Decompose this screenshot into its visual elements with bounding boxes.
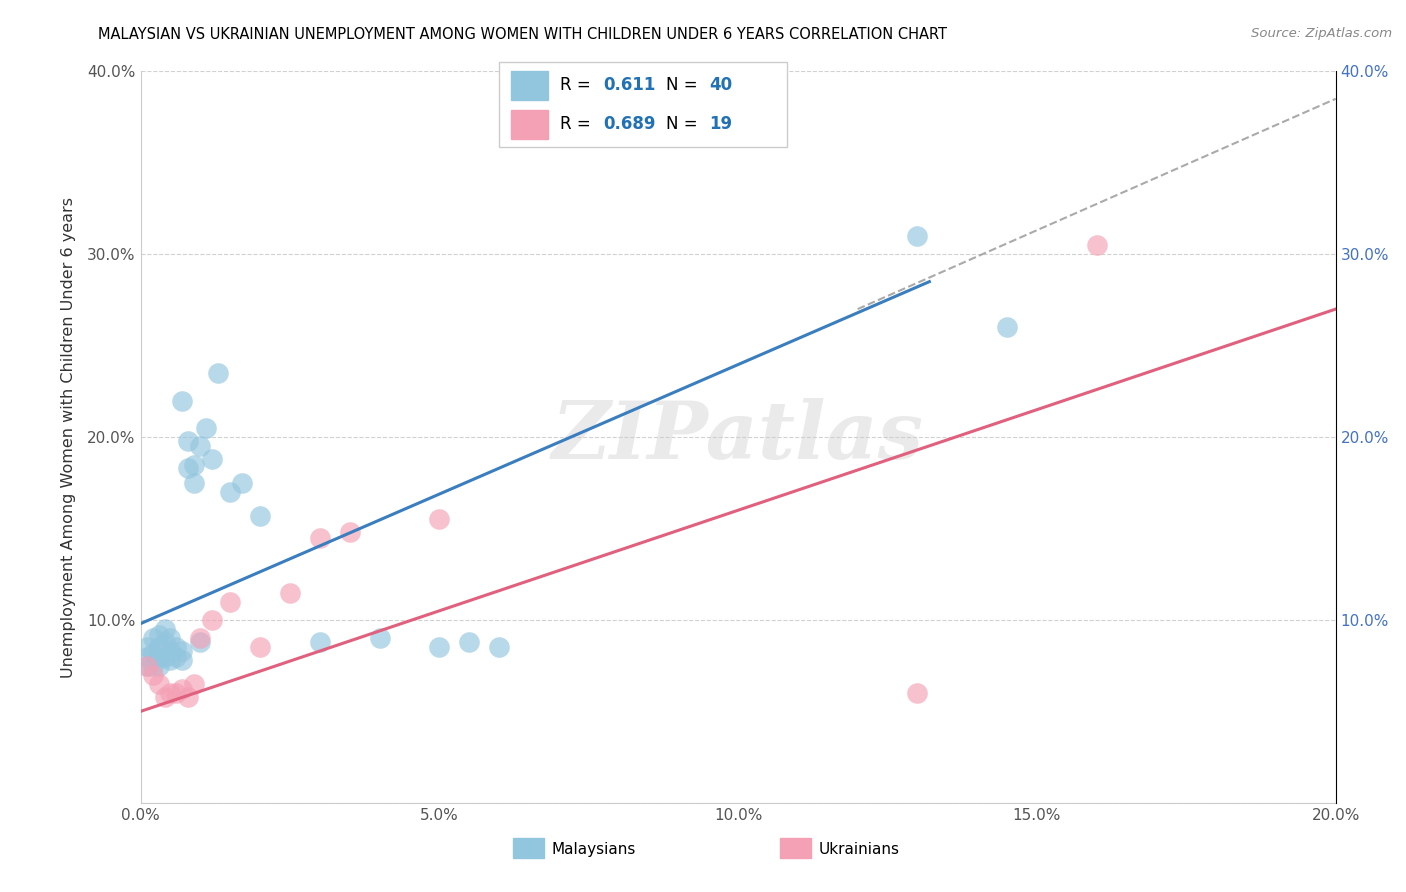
Point bbox=[177, 461, 200, 475]
Point bbox=[148, 677, 170, 691]
Point bbox=[219, 485, 242, 500]
Y-axis label: Unemployment Among Women with Children Under 6 years: Unemployment Among Women with Children U… bbox=[60, 196, 76, 678]
Point bbox=[141, 632, 163, 646]
Point bbox=[907, 686, 929, 700]
Point bbox=[231, 475, 253, 490]
Point bbox=[135, 658, 157, 673]
Text: Malaysians: Malaysians bbox=[551, 842, 636, 856]
Point bbox=[249, 508, 271, 523]
Text: R =: R = bbox=[560, 77, 596, 95]
Point bbox=[148, 658, 170, 673]
Point bbox=[148, 649, 170, 664]
Bar bbox=[510, 110, 548, 139]
Text: 19: 19 bbox=[710, 115, 733, 133]
Point bbox=[188, 632, 212, 646]
Point bbox=[188, 635, 212, 649]
Point bbox=[339, 525, 361, 540]
Point bbox=[1085, 238, 1108, 252]
Point bbox=[219, 594, 242, 608]
Text: N =: N = bbox=[666, 77, 703, 95]
Point bbox=[135, 649, 157, 664]
Point bbox=[159, 644, 181, 658]
Point bbox=[195, 421, 218, 435]
Point bbox=[427, 512, 450, 526]
Point bbox=[177, 690, 200, 704]
Point bbox=[172, 393, 194, 408]
Point bbox=[148, 627, 170, 641]
Text: ZIPatlas: ZIPatlas bbox=[553, 399, 924, 475]
Point bbox=[177, 434, 200, 448]
Point bbox=[309, 531, 332, 545]
Point bbox=[153, 635, 176, 649]
Text: MALAYSIAN VS UKRAINIAN UNEMPLOYMENT AMONG WOMEN WITH CHILDREN UNDER 6 YEARS CORR: MALAYSIAN VS UKRAINIAN UNEMPLOYMENT AMON… bbox=[98, 27, 948, 42]
Point bbox=[172, 653, 194, 667]
Point bbox=[183, 677, 205, 691]
Point bbox=[159, 653, 181, 667]
Text: 40: 40 bbox=[710, 77, 733, 95]
Point bbox=[135, 658, 157, 673]
Point bbox=[201, 613, 224, 627]
Point bbox=[249, 640, 271, 655]
Bar bbox=[510, 71, 548, 100]
Point bbox=[309, 635, 332, 649]
Point bbox=[458, 635, 481, 649]
Text: R =: R = bbox=[560, 115, 596, 133]
Point bbox=[188, 439, 212, 453]
Text: 0.689: 0.689 bbox=[603, 115, 655, 133]
Point bbox=[159, 686, 181, 700]
Point bbox=[907, 229, 929, 244]
Point bbox=[141, 658, 163, 673]
Point bbox=[141, 667, 163, 681]
Point bbox=[159, 632, 181, 646]
Point bbox=[201, 452, 224, 467]
Point bbox=[207, 366, 229, 380]
Point bbox=[488, 640, 510, 655]
Point bbox=[153, 649, 176, 664]
Point bbox=[153, 622, 176, 636]
Point bbox=[135, 640, 157, 655]
Text: N =: N = bbox=[666, 115, 703, 133]
Point bbox=[278, 585, 301, 599]
Point bbox=[172, 682, 194, 697]
Point bbox=[148, 640, 170, 655]
Point bbox=[166, 686, 188, 700]
Point bbox=[166, 640, 188, 655]
Point bbox=[183, 458, 205, 472]
Point bbox=[141, 646, 163, 660]
Text: Ukrainians: Ukrainians bbox=[818, 842, 900, 856]
Point bbox=[166, 649, 188, 664]
Point bbox=[368, 632, 391, 646]
Point bbox=[153, 690, 176, 704]
Point bbox=[427, 640, 450, 655]
Point bbox=[995, 320, 1018, 334]
Text: Source: ZipAtlas.com: Source: ZipAtlas.com bbox=[1251, 27, 1392, 40]
Text: 0.611: 0.611 bbox=[603, 77, 655, 95]
Point bbox=[172, 644, 194, 658]
Point bbox=[183, 475, 205, 490]
